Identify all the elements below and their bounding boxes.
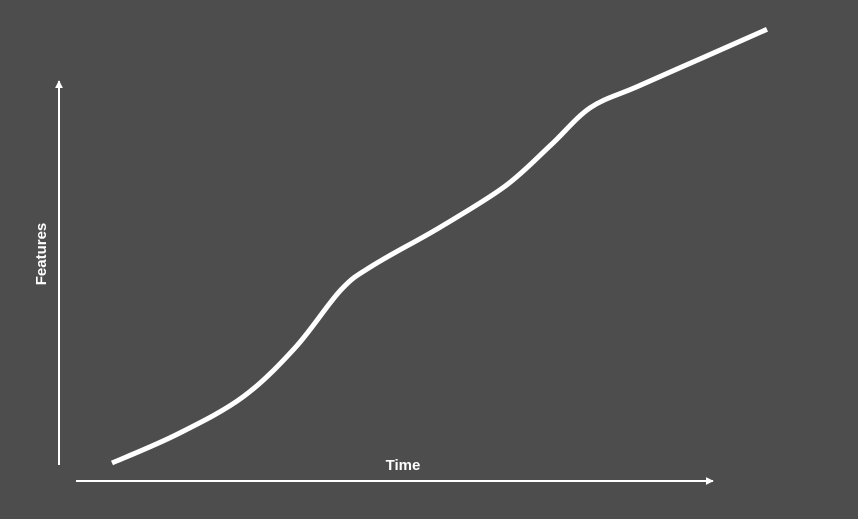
x-axis-label: Time [386,457,421,474]
y-axis-label: Features [33,223,50,286]
series-layer [110,27,769,466]
series-line-0 [110,27,769,466]
